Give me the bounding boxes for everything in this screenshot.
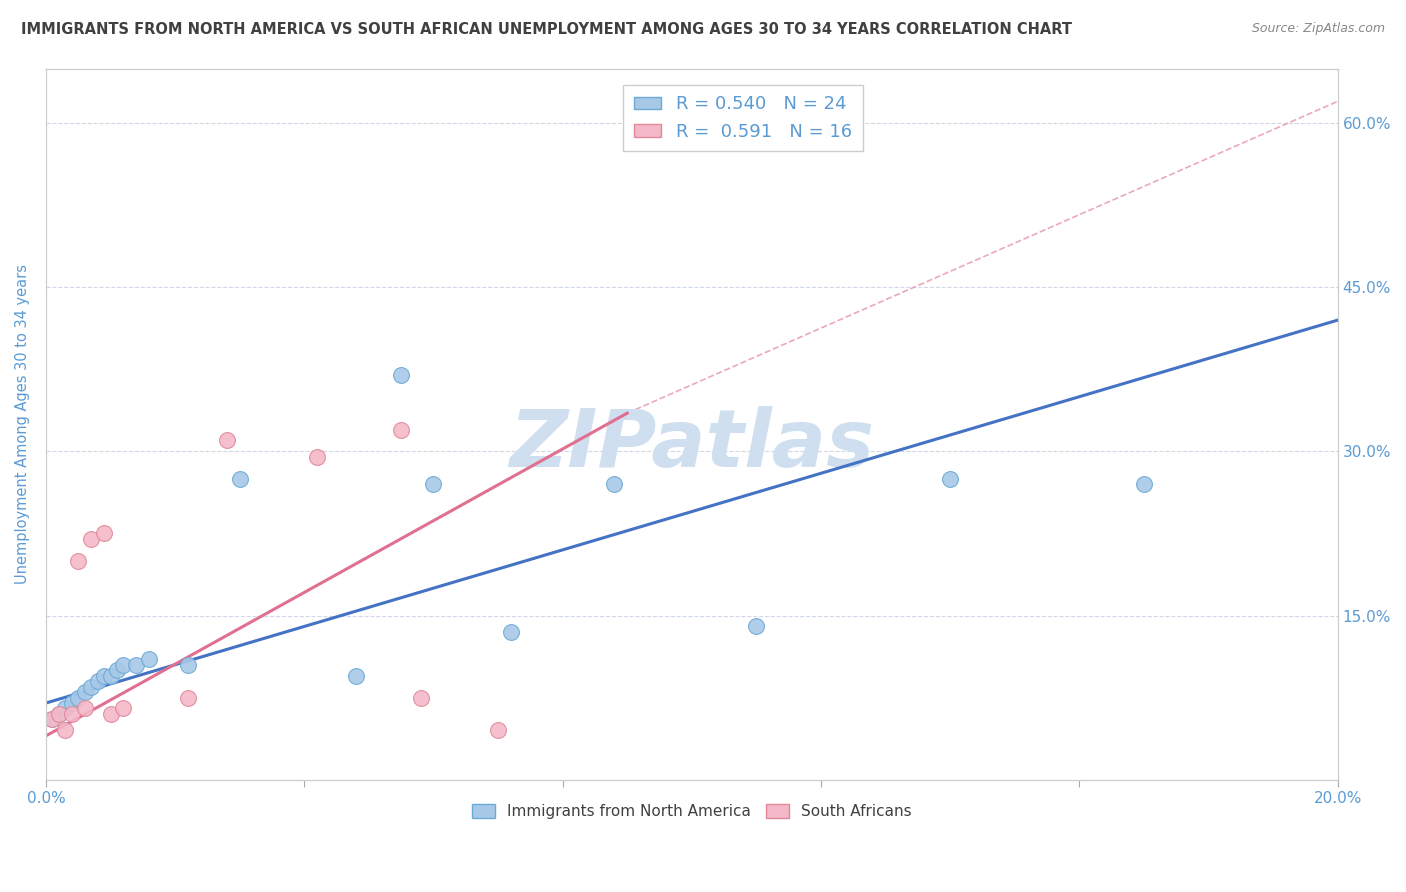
Point — [112, 657, 135, 672]
Point — [389, 423, 412, 437]
Point — [138, 652, 160, 666]
Point — [100, 706, 122, 721]
Point — [344, 668, 367, 682]
Point — [105, 663, 128, 677]
Point — [41, 713, 63, 727]
Point — [307, 450, 329, 464]
Point — [745, 619, 768, 633]
Point — [67, 554, 90, 568]
Point — [486, 723, 509, 738]
Text: IMMIGRANTS FROM NORTH AMERICA VS SOUTH AFRICAN UNEMPLOYMENT AMONG AGES 30 TO 34 : IMMIGRANTS FROM NORTH AMERICA VS SOUTH A… — [21, 22, 1073, 37]
Point — [86, 674, 108, 689]
Point — [80, 532, 103, 546]
Y-axis label: Unemployment Among Ages 30 to 34 years: Unemployment Among Ages 30 to 34 years — [15, 264, 30, 584]
Point — [939, 472, 962, 486]
Point — [73, 701, 96, 715]
Point — [53, 723, 76, 738]
Point — [1133, 477, 1156, 491]
Point — [125, 657, 148, 672]
Point — [48, 706, 70, 721]
Point — [389, 368, 412, 382]
Point — [499, 624, 522, 639]
Point — [112, 701, 135, 715]
Point — [60, 696, 83, 710]
Point — [177, 657, 200, 672]
Point — [48, 706, 70, 721]
Point — [80, 680, 103, 694]
Point — [60, 706, 83, 721]
Point — [93, 668, 115, 682]
Text: ZIPatlas: ZIPatlas — [509, 407, 875, 484]
Point — [409, 690, 432, 705]
Point — [215, 434, 238, 448]
Point — [73, 685, 96, 699]
Point — [100, 668, 122, 682]
Point — [177, 690, 200, 705]
Legend: Immigrants from North America, South Africans: Immigrants from North America, South Afr… — [465, 798, 918, 825]
Point — [41, 713, 63, 727]
Point — [603, 477, 626, 491]
Point — [67, 690, 90, 705]
Point — [228, 472, 250, 486]
Point — [422, 477, 444, 491]
Text: Source: ZipAtlas.com: Source: ZipAtlas.com — [1251, 22, 1385, 36]
Point — [53, 701, 76, 715]
Point — [93, 526, 115, 541]
